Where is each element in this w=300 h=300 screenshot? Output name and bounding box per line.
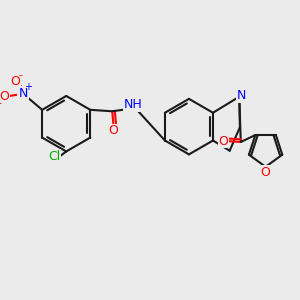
Text: N: N (19, 87, 28, 100)
Text: Cl: Cl (48, 150, 60, 163)
Text: O: O (0, 90, 9, 103)
Text: O: O (109, 124, 118, 137)
Text: O: O (218, 135, 228, 148)
Text: O: O (261, 166, 271, 178)
Text: O: O (10, 75, 20, 88)
Text: NH: NH (123, 98, 142, 111)
Text: N: N (237, 89, 246, 102)
Text: +: + (24, 82, 32, 92)
Text: -: - (18, 70, 22, 80)
Text: -: - (0, 98, 2, 108)
